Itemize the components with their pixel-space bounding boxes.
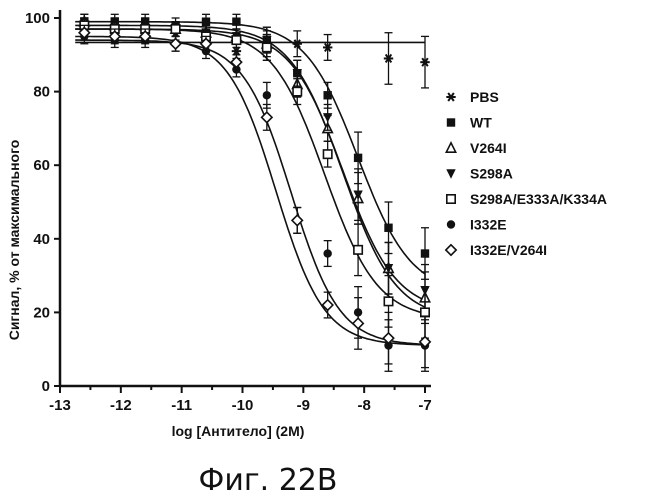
marker-shape [447, 118, 455, 126]
fit-curve-3 [75, 25, 425, 307]
data-point [354, 246, 362, 254]
y-tick-label: 20 [33, 304, 50, 321]
y-tick-label: 80 [33, 84, 50, 101]
x-tick-label: -8 [357, 397, 370, 414]
y-tick-label: 40 [33, 231, 50, 248]
marker-shape [354, 154, 362, 162]
legend-label: PBS [470, 89, 499, 105]
axes: 0 20 40 60 80 100 -13 -12 -11 -10 -9 -8 -7 [25, 10, 432, 414]
data-point [263, 91, 271, 99]
legend-entry-7: I332E/V264I [446, 242, 547, 258]
data-point [353, 318, 363, 328]
x-tick-label: -12 [110, 397, 132, 414]
data-point [263, 43, 271, 51]
data-point [171, 25, 179, 33]
data-point [323, 150, 331, 158]
legend-label: S298A [470, 166, 513, 182]
marker-shape [263, 91, 271, 99]
marker-shape [263, 43, 271, 51]
x-tick-label: -13 [49, 397, 71, 414]
legend-label: I332E/V264I [470, 242, 547, 258]
marker-shape [421, 249, 429, 257]
legend-entry-2: WT [447, 115, 492, 131]
data-point [421, 249, 429, 257]
marker-shape [323, 249, 331, 257]
y-tick-label: 100 [25, 10, 50, 27]
legend-label: V264I [470, 140, 507, 156]
marker-shape [447, 220, 455, 228]
marker-shape [202, 17, 210, 25]
x-tick-label: -7 [418, 397, 431, 414]
marker-shape [446, 169, 455, 178]
x-tick-label: -11 [171, 397, 192, 414]
marker-shape [353, 318, 363, 328]
fit-curve-5 [75, 29, 425, 313]
figure-caption: Фиг. 22B [199, 463, 338, 498]
marker-shape [323, 91, 331, 99]
x-tick-label: -9 [297, 397, 310, 414]
legend-label: S298A/E333A/K334A [470, 191, 607, 207]
legend-marker [447, 220, 455, 228]
fit-curve-2 [75, 22, 425, 274]
legend-marker [446, 245, 456, 255]
marker-shape [323, 150, 331, 158]
legend-label: WT [470, 115, 492, 131]
fit-curve-7 [75, 37, 425, 345]
data-point [323, 91, 331, 99]
legend-entry-4: S298A [446, 166, 513, 182]
data-point [384, 224, 392, 232]
marker-shape [293, 87, 301, 95]
legend-entry-5: S298A/E333A/K334A [447, 191, 607, 207]
y-tick-label: 0 [42, 378, 50, 395]
x-tick-label: -10 [232, 397, 254, 414]
plot-area [75, 14, 430, 371]
legend-marker [447, 118, 455, 126]
y-tick-label: 60 [33, 157, 50, 174]
legend-entry-3: V264I [446, 140, 506, 156]
data-point [232, 36, 240, 44]
data-point [354, 154, 362, 162]
marker-shape [384, 297, 392, 305]
marker-shape [384, 224, 392, 232]
data-point [202, 17, 210, 25]
marker-shape [446, 143, 455, 152]
marker-shape [232, 17, 240, 25]
marker-shape [171, 25, 179, 33]
y-axis-title: Сигнал, % от максимального [6, 140, 22, 341]
legend-marker [446, 143, 455, 152]
data-point [232, 17, 240, 25]
marker-shape [446, 245, 456, 255]
marker-shape [421, 308, 429, 316]
legend-marker [447, 195, 455, 203]
data-point [421, 308, 429, 316]
data-point [323, 249, 331, 257]
legend-marker [446, 93, 455, 101]
marker-shape [232, 36, 240, 44]
legend-entry-6: I332E [447, 217, 507, 233]
data-point [293, 87, 301, 95]
marker-shape [447, 195, 455, 203]
marker-shape [354, 246, 362, 254]
fit-curve-4 [75, 29, 425, 300]
data-point [384, 297, 392, 305]
x-axis-title: log [Антитело] (2M) [172, 423, 305, 439]
legend-entry-1: PBS [446, 89, 498, 105]
legend-label: I332E [470, 217, 507, 233]
legend-marker [446, 169, 455, 178]
legend: PBS WT V264I S298A S298A/E333A/K334A I332E I33… [446, 89, 607, 258]
